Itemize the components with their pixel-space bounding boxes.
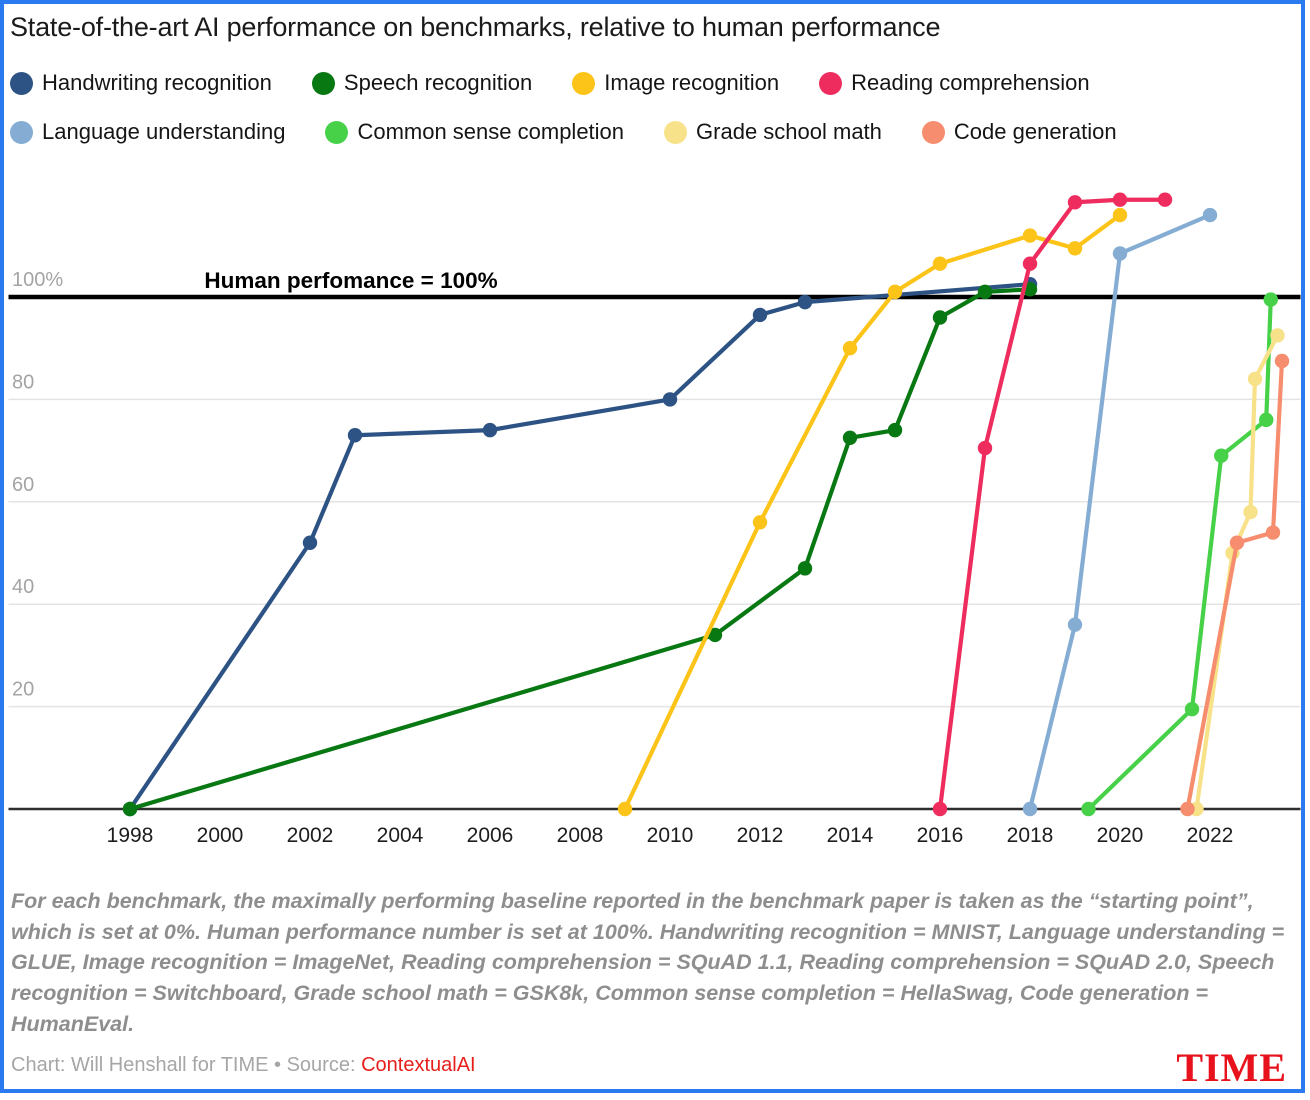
svg-text:40: 40 [12,576,34,598]
speech-swatch-icon [311,71,335,95]
legend-label: Speech recognition [343,70,533,95]
svg-text:60: 60 [12,474,34,496]
svg-text:2018: 2018 [1007,824,1054,847]
line-chart: 20 40 60 80 100% 1998 2000 2002 2004 2006 2008 2010… [8,192,1301,847]
reading-swatch-icon [819,71,843,95]
source-link[interactable]: ContextualAI [361,1054,476,1076]
svg-text:2020: 2020 [1097,824,1144,847]
language-swatch-icon [10,120,33,144]
codegen-swatch-icon [921,120,945,144]
time-logo: TIME [1176,1045,1287,1090]
legend-item-codegen: Code generation [921,119,1117,145]
legend-label: Code generation [953,119,1117,144]
commonsense-swatch-icon [325,120,349,144]
legend-row-1: Handwriting recognition Speech recogniti… [10,70,1090,96]
credit-line: Chart: Will Henshall for TIME • Source: … [11,1054,476,1077]
footnote-text: For each benchmark, the maximally perfor… [11,889,1285,1036]
credit-prefix: Chart: Will Henshall for TIME • Source: [11,1054,362,1076]
svg-text:2016: 2016 [917,824,964,847]
svg-text:2006: 2006 [467,824,514,847]
handwriting-swatch-icon [10,71,33,95]
legend-item-image: Image recognition [572,70,779,96]
svg-text:2008: 2008 [557,824,604,847]
legend-item-reading: Reading comprehension [819,70,1090,96]
legend-label: Handwriting recognition [42,70,272,95]
svg-text:2002: 2002 [287,824,334,847]
svg-text:80: 80 [12,371,34,393]
chart-title: State-of-the-art AI performance on bench… [10,12,941,42]
legend-label: Language understanding [42,119,286,144]
legend-item-language: Language understanding [10,119,285,145]
svg-text:Human perfomance = 100%: Human perfomance = 100% [204,268,497,293]
svg-text:20: 20 [12,679,34,701]
legend-label: Common sense completion [357,119,625,144]
svg-text:2000: 2000 [197,824,244,847]
svg-text:100%: 100% [12,269,63,291]
legend-row-2: Language understanding Common sense comp… [10,119,1117,145]
image-swatch-icon [572,71,596,95]
legend-item-speech: Speech recognition [311,70,533,96]
svg-text:2004: 2004 [377,824,424,847]
legend-item-gradeschool: Grade school math [664,119,882,145]
legend-item-handwriting: Handwriting recognition [10,70,272,96]
legend-item-commonsense: Common sense completion [325,119,624,145]
svg-text:2022: 2022 [1187,824,1234,847]
svg-text:1998: 1998 [107,824,154,847]
legend-label: Image recognition [604,70,780,95]
svg-text:2012: 2012 [737,824,784,847]
svg-text:2010: 2010 [647,824,694,847]
gradeschool-swatch-icon [664,120,688,144]
svg-text:2014: 2014 [827,824,874,847]
legend-label: Grade school math [696,119,882,144]
legend-label: Reading comprehension [851,70,1090,95]
